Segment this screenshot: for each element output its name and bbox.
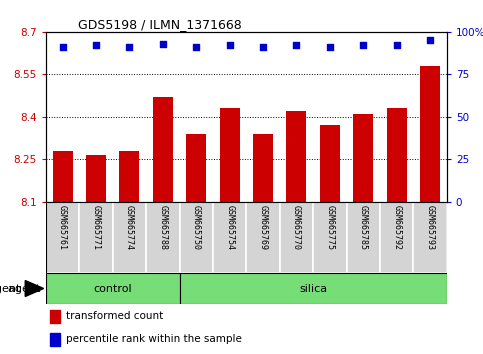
Bar bbox=[380, 202, 413, 273]
Bar bbox=[46, 273, 180, 304]
Bar bbox=[50, 333, 60, 346]
Text: GSM665770: GSM665770 bbox=[292, 205, 301, 250]
Polygon shape bbox=[25, 280, 43, 297]
Text: agent: agent bbox=[0, 284, 21, 293]
Bar bbox=[246, 202, 280, 273]
Bar bbox=[153, 97, 173, 202]
Text: GSM665761: GSM665761 bbox=[58, 205, 67, 250]
Text: agent: agent bbox=[8, 284, 43, 293]
Text: GSM665771: GSM665771 bbox=[91, 205, 100, 250]
Bar bbox=[286, 111, 307, 202]
Bar bbox=[320, 125, 340, 202]
Text: GSM665788: GSM665788 bbox=[158, 205, 167, 250]
Text: percentile rank within the sample: percentile rank within the sample bbox=[66, 335, 242, 344]
Bar bbox=[46, 202, 79, 273]
Bar bbox=[280, 202, 313, 273]
Text: GSM665785: GSM665785 bbox=[359, 205, 368, 250]
Bar bbox=[53, 151, 72, 202]
Bar bbox=[119, 151, 140, 202]
Point bbox=[326, 44, 334, 50]
Point bbox=[59, 44, 67, 50]
Bar bbox=[413, 202, 447, 273]
Bar bbox=[313, 202, 347, 273]
Bar bbox=[353, 114, 373, 202]
Text: GSM665793: GSM665793 bbox=[426, 205, 435, 250]
Text: GDS5198 / ILMN_1371668: GDS5198 / ILMN_1371668 bbox=[78, 18, 242, 31]
Bar bbox=[387, 108, 407, 202]
Point bbox=[359, 42, 367, 48]
Text: control: control bbox=[93, 284, 132, 293]
Text: GSM665750: GSM665750 bbox=[192, 205, 201, 250]
Bar bbox=[180, 202, 213, 273]
Point bbox=[293, 42, 300, 48]
Text: GSM665792: GSM665792 bbox=[392, 205, 401, 250]
Point bbox=[92, 42, 100, 48]
Text: silica: silica bbox=[299, 284, 327, 293]
Text: GSM665769: GSM665769 bbox=[258, 205, 268, 250]
Text: GSM665754: GSM665754 bbox=[225, 205, 234, 250]
Point bbox=[426, 38, 434, 43]
Bar bbox=[180, 273, 447, 304]
Point bbox=[159, 41, 167, 47]
Point bbox=[126, 44, 133, 50]
Text: transformed count: transformed count bbox=[66, 312, 163, 321]
Text: GSM665775: GSM665775 bbox=[326, 205, 334, 250]
Bar bbox=[347, 202, 380, 273]
Bar bbox=[79, 202, 113, 273]
Bar bbox=[220, 108, 240, 202]
Bar bbox=[213, 202, 246, 273]
Point bbox=[192, 44, 200, 50]
Bar bbox=[253, 134, 273, 202]
Bar bbox=[186, 134, 206, 202]
Bar bbox=[146, 202, 180, 273]
Text: GSM665774: GSM665774 bbox=[125, 205, 134, 250]
Bar bbox=[420, 66, 440, 202]
Bar bbox=[86, 155, 106, 202]
Point bbox=[226, 42, 233, 48]
Bar bbox=[50, 310, 60, 323]
Point bbox=[393, 42, 400, 48]
Point bbox=[259, 44, 267, 50]
Bar bbox=[113, 202, 146, 273]
